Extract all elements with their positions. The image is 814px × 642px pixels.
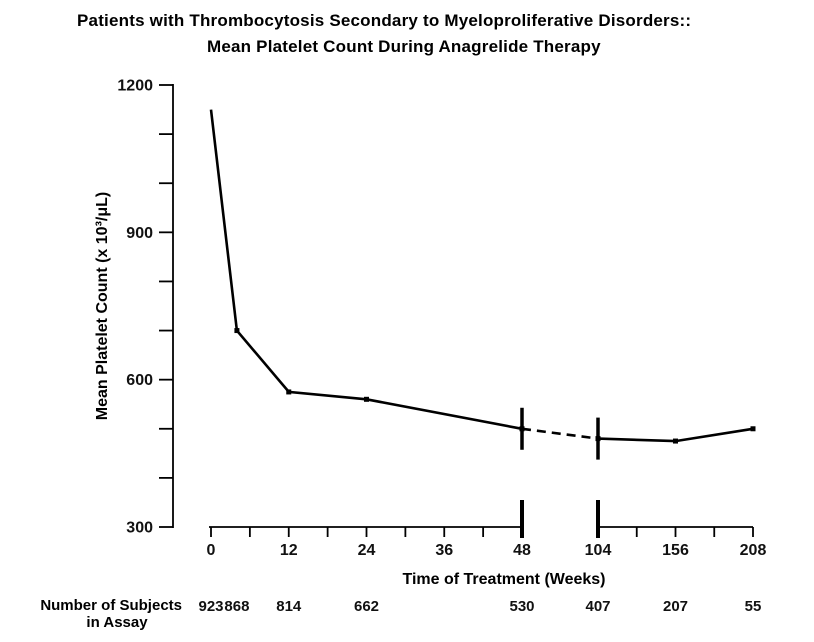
x-tick-label: 208 <box>740 542 767 559</box>
x-tick-label: 12 <box>280 542 298 559</box>
subject-count: 207 <box>663 598 688 615</box>
chart-title-line1: Patients with Thrombocytosis Secondary t… <box>77 11 692 30</box>
data-line-dashed <box>521 427 599 440</box>
data-point-marker <box>234 328 240 334</box>
x-axis-label: Time of Treatment (Weeks) <box>402 571 606 588</box>
subject-count: 814 <box>276 598 302 615</box>
x-tick-label: 104 <box>585 542 612 559</box>
x-tick-label: 0 <box>207 542 216 559</box>
y-tick-label: 900 <box>126 225 153 242</box>
x-tick-label: 48 <box>513 542 531 559</box>
data-point-marker <box>595 436 601 442</box>
data-point-marker <box>286 389 292 395</box>
subject-count: 55 <box>745 598 762 615</box>
x-tick-label: 24 <box>358 542 376 559</box>
y-tick-label: 300 <box>126 520 153 537</box>
subject-count: 407 <box>585 598 610 615</box>
subjects-row-label-line2: in Assay <box>86 614 148 631</box>
data-point-marker <box>519 426 525 432</box>
subject-count: 923 <box>198 598 223 615</box>
chart-title-line2: Mean Platelet Count During Anagrelide Th… <box>207 37 601 56</box>
x-tick-label: 36 <box>435 542 453 559</box>
data-point-marker <box>673 438 678 444</box>
data-point-marker <box>750 426 756 432</box>
subject-count: 868 <box>224 598 249 615</box>
y-tick-label: 600 <box>126 372 153 389</box>
data-line-solid-early <box>209 109 523 431</box>
subject-count: 662 <box>354 598 379 615</box>
y-tick-label: 1200 <box>117 78 153 95</box>
data-point-marker <box>364 396 369 402</box>
subject-count: 530 <box>509 598 534 615</box>
x-tick-label: 156 <box>662 542 689 559</box>
subjects-row-label-line1: Number of Subjects <box>40 597 182 614</box>
